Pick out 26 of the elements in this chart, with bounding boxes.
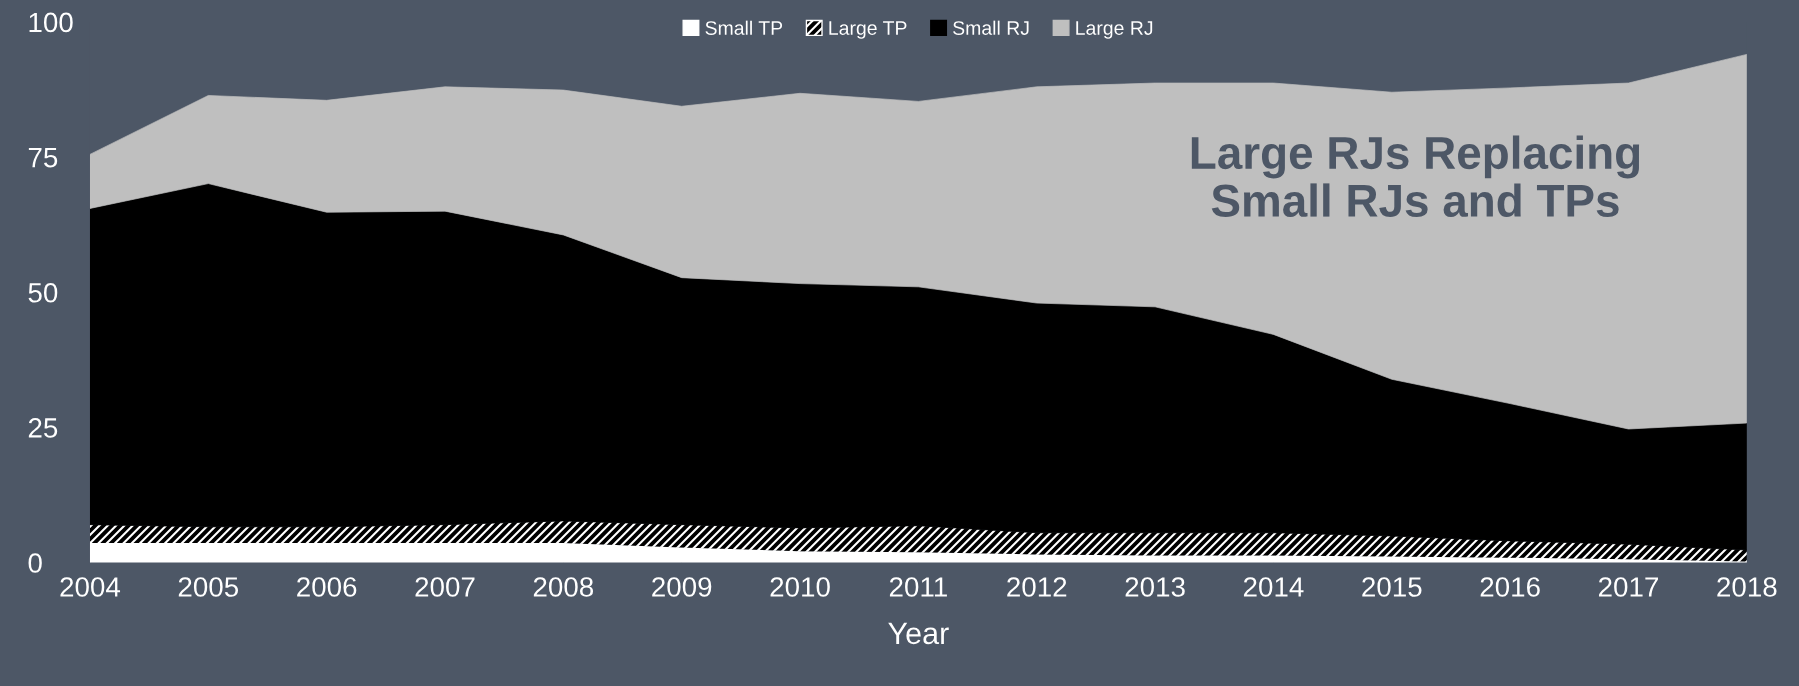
x-tick-label: 2010 <box>770 577 830 597</box>
x-tick-label: 2013 <box>1125 577 1185 597</box>
x-tick-label: 2012 <box>1007 577 1067 597</box>
x-tick-label: 2007 <box>415 577 475 597</box>
x-tick-label: 2006 <box>297 577 357 597</box>
y-tick-label: 100 <box>29 12 73 33</box>
x-tick-label: 2009 <box>652 577 712 597</box>
legend-label: Small TP <box>705 20 783 35</box>
y-tick-label: 75 <box>28 148 58 168</box>
y-tick-label: 50 <box>28 282 58 303</box>
x-tick-label: 2016 <box>1480 577 1540 597</box>
x-tick-label: 2017 <box>1598 577 1658 597</box>
legend-label: Large TP <box>829 21 907 39</box>
x-tick-label: 2015 <box>1362 577 1422 597</box>
annotation: Large RJs Replacing Small RJs and TPs <box>1191 135 1640 218</box>
x-axis-title: Year <box>888 622 949 645</box>
x-tick-label: 2011 <box>889 577 947 597</box>
x-tick-label: 2008 <box>533 577 594 597</box>
legend-label: Small RJ <box>953 20 1029 35</box>
x-tick-label: 2005 <box>178 577 239 597</box>
x-tick-label: 2004 <box>60 577 121 597</box>
y-tick-label: 25 <box>28 418 58 438</box>
y-tick-label: 0 <box>28 553 42 573</box>
legend-label: Large RJ <box>1076 21 1153 39</box>
x-tick-label: 2018 <box>1717 577 1777 597</box>
x-tick-label: 2014 <box>1243 577 1304 597</box>
